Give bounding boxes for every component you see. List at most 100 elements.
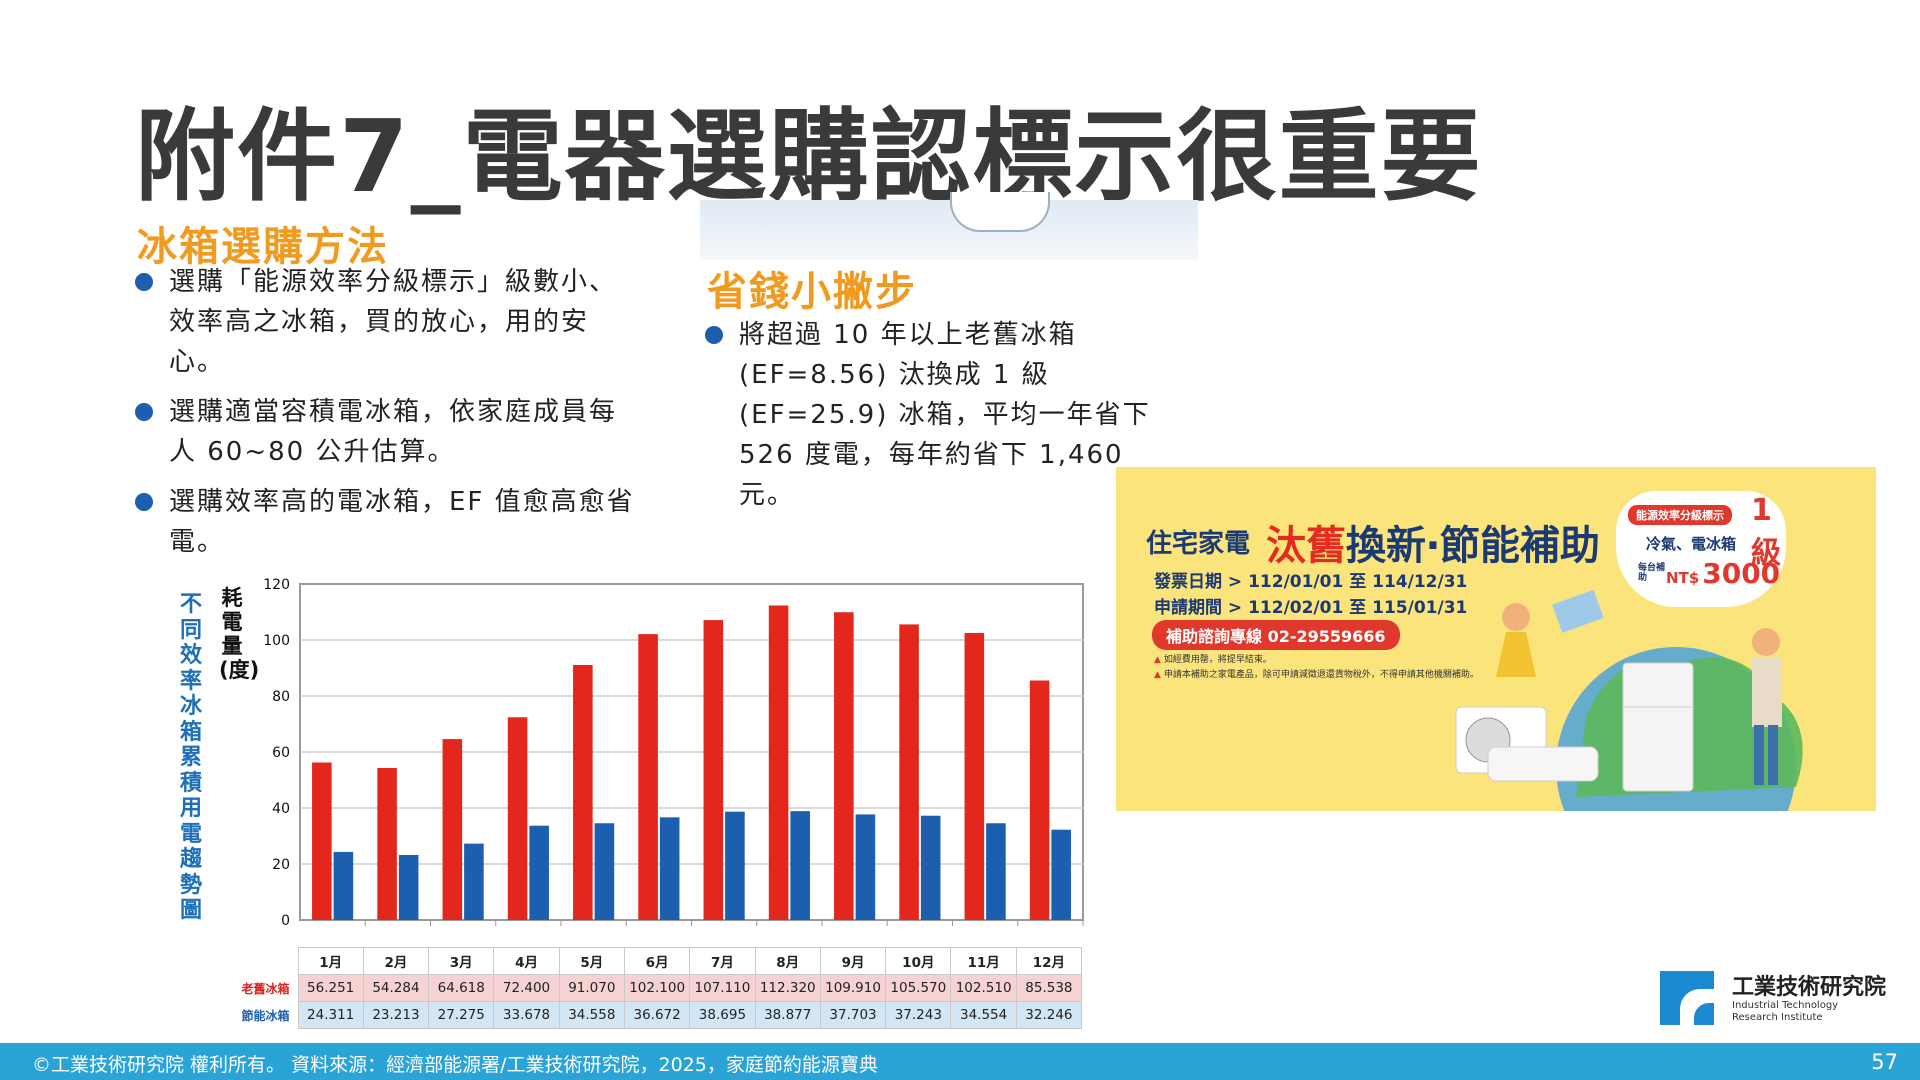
data-label: 64.618 — [428, 974, 495, 1002]
bullet-dot-icon — [705, 326, 723, 344]
y-tick-label: 80 — [272, 689, 290, 705]
series-label-old-fridge: 老舊冰箱 — [225, 974, 298, 1002]
banner-prefix: 住宅家電 — [1146, 529, 1251, 559]
data-label: 23.213 — [362, 1001, 430, 1029]
table-row-old-fridge: 老舊冰箱 56.251 54.284 64.618 72.400 91.070 102.1… — [225, 974, 1083, 1002]
bar-efficient-fridge — [1051, 829, 1071, 920]
badge-small-text: 每台補助 — [1638, 563, 1666, 583]
bar-old-fridge — [1029, 680, 1050, 920]
fridge-buying-heading: 冰箱選購方法 — [137, 224, 389, 270]
bullet-dot-icon — [135, 273, 153, 291]
data-label: 56.251 — [297, 974, 364, 1002]
bar-efficient-fridge — [920, 815, 941, 920]
y-tick-label: 20 — [272, 857, 290, 873]
bullet-text: 將超過 10 年以上老舊冰箱 (EF=8.56) 汰換成 1 級 (EF=25.… — [739, 320, 1151, 510]
list-item: 選購適當容積電冰箱，依家庭成員每人 60~80 公升估算。 — [135, 392, 635, 472]
banner-note: ▲ 申請本補助之家電產品，除可申請減徵退還貨物稅外，不得申請其他機關補助。 — [1154, 667, 1479, 680]
itri-logo-icon — [1660, 971, 1714, 1025]
bar-old-fridge — [703, 620, 724, 920]
bullet-text: 選購效率高的電冰箱，EF 值愈高愈省電。 — [169, 487, 635, 557]
y-tick-label: 40 — [272, 801, 290, 817]
bar-efficient-fridge — [529, 825, 549, 920]
bar-efficient-fridge — [594, 823, 615, 920]
series-label-efficient-fridge: 節能冰箱 — [225, 1001, 298, 1029]
data-label: 32.246 — [1015, 1001, 1083, 1029]
bar-efficient-fridge — [725, 811, 745, 920]
data-label: 109.910 — [819, 974, 887, 1002]
data-label: 54.284 — [362, 974, 430, 1002]
bar-old-fridge — [834, 612, 854, 920]
footer-copyright: ©工業技術研究院 權利所有。 資料來源：經濟部能源署/工業技術研究院，2025，… — [32, 1054, 878, 1076]
data-label: 102.100 — [623, 974, 691, 1002]
bullet-dot-icon — [135, 403, 153, 421]
banner-note-text: 申請本補助之家電產品，除可申請減徵退還貨物稅外，不得申請其他機關補助。 — [1163, 670, 1479, 680]
table-row-efficient-fridge: 節能冰箱 24.311 23.213 27.275 33.678 34.558 36.67… — [225, 1001, 1083, 1029]
data-label: 37.243 — [885, 1001, 952, 1029]
y-tick-label: 60 — [272, 745, 290, 761]
y-tick-label: 0 — [281, 913, 290, 929]
banner-headline: 汰舊換新‧節能補助 — [1266, 513, 1600, 571]
bar-old-fridge — [442, 739, 463, 920]
data-label: 107.110 — [689, 974, 756, 1002]
chart-data-table: 1月 2月 3月 4月 5月 6月 7月 8月 9月 10月 11月 12月 老舊冰箱 56.251 5… — [225, 947, 1083, 1029]
page-number: 57 — [1871, 1050, 1898, 1074]
banner-note: ▲ 如經費用罄，將提早結束。 — [1154, 652, 1272, 665]
banner-headline-rest: 換新‧節能補助 — [1346, 523, 1600, 569]
bullet-dot-icon — [135, 493, 153, 511]
badge-amount: NT$ 3000 — [1666, 557, 1780, 590]
data-label: 38.877 — [754, 1001, 821, 1029]
footer-bar: ©工業技術研究院 權利所有。 資料來源：經濟部能源署/工業技術研究院，2025，… — [0, 1043, 1920, 1080]
money-saving-heading: 省錢小撇步 — [707, 269, 917, 315]
x-tick-label: 9月 — [819, 947, 887, 975]
data-label: 37.703 — [819, 1001, 887, 1029]
data-label: 27.275 — [428, 1001, 495, 1029]
x-tick-label: 3月 — [428, 947, 495, 975]
bar-old-fridge — [964, 632, 985, 920]
bar-efficient-fridge — [333, 851, 354, 920]
bullet-text: 選購「能源效率分級標示」級數小、效率高之冰箱，買的放心，用的安心。 — [169, 267, 618, 377]
data-label: 112.320 — [754, 974, 821, 1002]
data-label: 33.678 — [493, 1001, 560, 1029]
hotline-badge: 補助諮詢專線 02-29559666 — [1152, 620, 1400, 650]
money-saving-list: 將超過 10 年以上老舊冰箱 (EF=8.56) 汰換成 1 級 (EF=25.… — [705, 315, 1175, 525]
x-tick-label: 7月 — [689, 947, 756, 975]
logo-name-en: Industrial Technology Research Institute — [1732, 1000, 1838, 1024]
x-tick-label: 4月 — [493, 947, 560, 975]
x-tick-label: 6月 — [623, 947, 691, 975]
data-label: 85.538 — [1015, 974, 1083, 1002]
warning-icon: ▲ — [1154, 670, 1161, 680]
itri-logo: 工業技術研究院 Industrial Technology Research In… — [1660, 969, 1892, 1025]
logo-name-en-line1: Industrial Technology — [1732, 1000, 1839, 1011]
logo-name-zh: 工業技術研究院 — [1732, 975, 1887, 1000]
bar-efficient-fridge — [398, 855, 419, 920]
logo-name-en-line2: Research Institute — [1732, 1012, 1823, 1023]
bullet-text: 選購適當容積電冰箱，依家庭成員每人 60~80 公升估算。 — [169, 397, 618, 467]
warning-icon: ▲ — [1154, 655, 1161, 665]
x-tick-label: 10月 — [885, 947, 952, 975]
data-label: 105.570 — [885, 974, 952, 1002]
y-tick-label: 120 — [263, 577, 290, 593]
list-item: 選購「能源效率分級標示」級數小、效率高之冰箱，買的放心，用的安心。 — [135, 262, 635, 382]
table-header-row: 1月 2月 3月 4月 5月 6月 7月 8月 9月 10月 11月 12月 — [225, 947, 1083, 975]
badge-items: 冷氣、電冰箱 — [1646, 535, 1737, 553]
bar-old-fridge — [638, 634, 658, 920]
invoice-date: 發票日期 > 112/01/01 至 114/12/31 — [1154, 572, 1468, 592]
bar-old-fridge — [899, 624, 919, 920]
data-label: 91.070 — [558, 974, 625, 1002]
bar-efficient-fridge — [986, 823, 1006, 920]
bar-efficient-fridge — [464, 843, 484, 920]
list-item: 將超過 10 年以上老舊冰箱 (EF=8.56) 汰換成 1 級 (EF=25.… — [705, 315, 1175, 515]
badge-amount-value: 3000 — [1702, 557, 1781, 590]
x-tick-label: 1月 — [297, 947, 364, 975]
x-tick-label: 11月 — [950, 947, 1017, 975]
data-label: 38.695 — [689, 1001, 756, 1029]
bar-old-fridge — [768, 605, 789, 920]
bar-old-fridge — [377, 768, 397, 920]
list-item: 選購效率高的電冰箱，EF 值愈高愈省電。 — [135, 482, 635, 562]
subsidy-banner: 住宅家電 汰舊換新‧節能補助 發票日期 > 112/01/01 至 114/12… — [1116, 467, 1876, 811]
bar-old-fridge — [573, 665, 593, 920]
banner-illustration — [1455, 589, 1803, 811]
ice-cube-graphic — [950, 192, 1050, 232]
data-label: 102.510 — [950, 974, 1017, 1002]
